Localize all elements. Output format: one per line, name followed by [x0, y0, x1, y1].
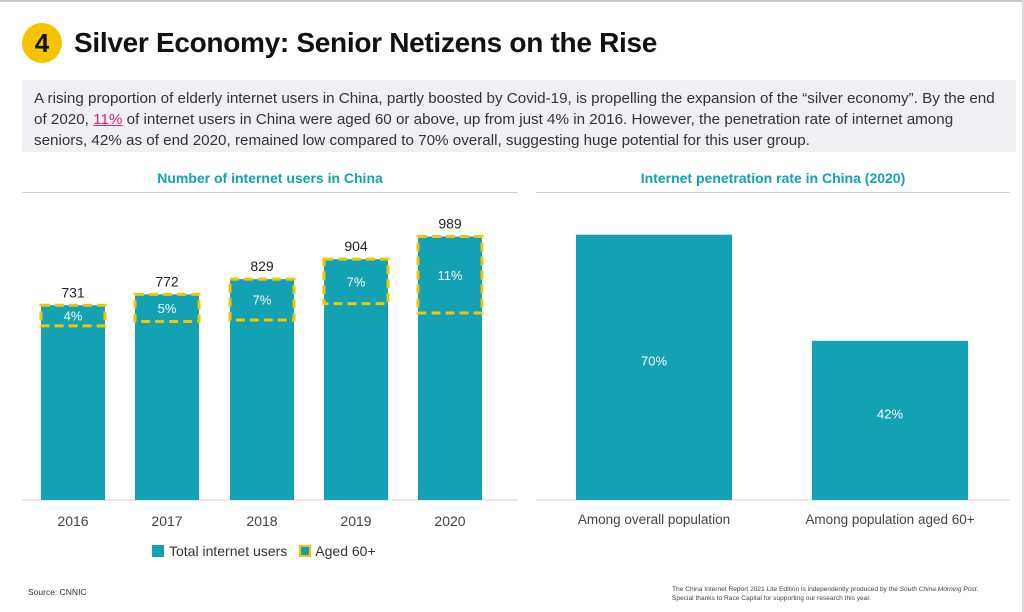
footnote-text-c: .: [976, 586, 979, 593]
aged-60-box-2018: [228, 277, 296, 322]
section-header: 4 Silver Economy: Senior Netizens on the…: [22, 22, 657, 64]
footnote: The China Internet Report 2021 Lite Edit…: [672, 585, 1017, 603]
bar-total-2020: [418, 236, 482, 500]
penetration-value-label: 42%: [877, 406, 903, 421]
internet-users-bar-chart: 4% 731 2016 5% 772 2017 7% 829 2018 7% 904 2019 11% 9…: [22, 216, 518, 529]
legend-label-total: Total internet users: [169, 543, 288, 559]
footnote-text-a: The China Internet Report 2021 Lite Edit…: [672, 586, 900, 593]
x-tick-label: 2017: [151, 513, 182, 529]
intro-text-end: of internet users in China were aged 60 …: [34, 111, 954, 149]
total-value-label: 829: [250, 258, 274, 274]
aged-60-share-label: 7%: [253, 293, 272, 308]
total-value-label: 904: [344, 238, 368, 254]
intro-highlight-link[interactable]: 11%: [93, 111, 123, 128]
penetration-value-label: 70%: [641, 353, 667, 368]
right-chart-title: Internet penetration rate in China (2020…: [640, 170, 906, 186]
aged-60-box-2020: [416, 235, 484, 315]
x-tick-label: 2016: [57, 513, 88, 529]
aged-60-share-label: 4%: [64, 309, 83, 324]
left-chart-legend: Total internet users Aged 60+: [152, 543, 376, 559]
penetration-rate-bar-chart: 70% Among overall population 42% Among popu…: [536, 234, 1010, 527]
left-chart-rule: [22, 192, 518, 193]
aged-60-share-label: 5%: [158, 301, 177, 316]
bar-penetration-0: [576, 234, 732, 500]
x-tick-label: Among overall population: [578, 512, 730, 527]
right-border: [1022, 0, 1024, 612]
bar-penetration-1: [812, 340, 968, 500]
bar-total-2019: [324, 259, 388, 500]
legend-swatch-total: [152, 545, 164, 557]
aged-60-share-label: 7%: [347, 274, 366, 289]
bar-total-2017: [135, 294, 199, 500]
aged-60-box-2017: [133, 292, 201, 323]
legend-label-aged: Aged 60+: [315, 543, 376, 559]
aged-60-box-2016: [39, 303, 107, 328]
total-value-label: 989: [438, 216, 462, 232]
bar-total-2016: [41, 305, 105, 500]
footnote-line-2: Special thanks to Race Capital for suppo…: [672, 595, 872, 602]
x-tick-label: 2018: [246, 513, 277, 529]
x-tick-label: Among population aged 60+: [805, 512, 974, 527]
right-chart-rule: [536, 192, 1010, 193]
x-tick-label: 2020: [434, 513, 465, 529]
page-title: Silver Economy: Senior Netizens on the R…: [74, 27, 658, 58]
footnote-publisher: South China Morning Post: [899, 586, 977, 593]
x-tick-label: 2019: [340, 513, 371, 529]
aged-60-box-2019: [322, 257, 390, 306]
top-border: [0, 0, 1024, 2]
bar-total-2018: [230, 279, 294, 500]
section-number-badge: 4: [22, 23, 62, 63]
aged-60-share-label: 11%: [437, 268, 462, 283]
legend-swatch-aged: [299, 545, 312, 557]
total-value-label: 772: [155, 273, 179, 289]
source-note: Source: CNNIC: [28, 587, 87, 597]
intro-text-start: A rising proportion of elderly internet …: [34, 90, 995, 128]
total-value-label: 731: [61, 284, 85, 300]
left-chart-title: Number of internet users in China: [157, 170, 383, 186]
intro-paragraph: A rising proportion of elderly internet …: [22, 80, 1016, 152]
